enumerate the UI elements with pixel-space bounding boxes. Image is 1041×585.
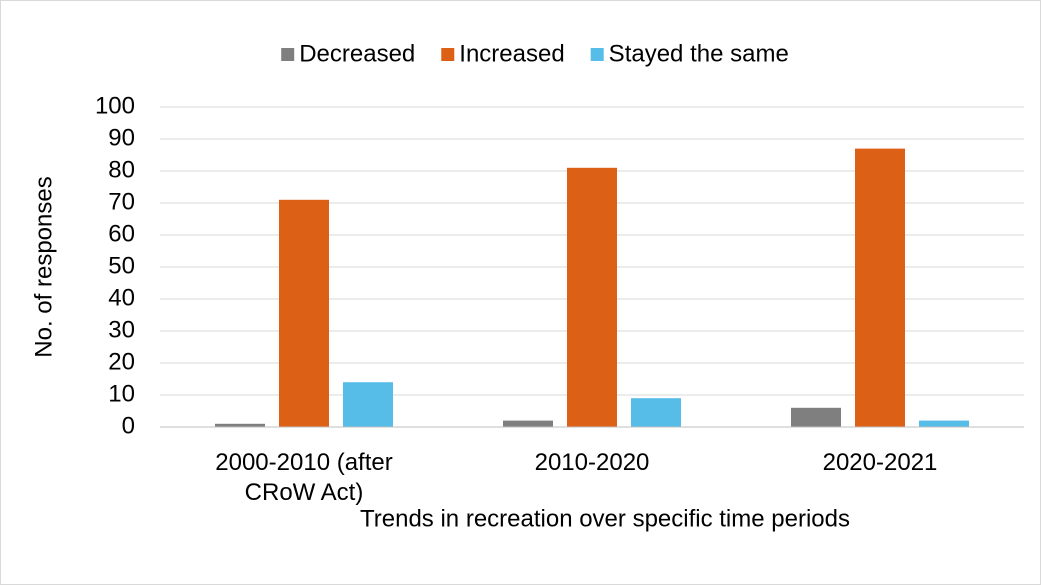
bar [215,423,265,427]
y-tick-label: 80 [108,156,135,183]
x-tick-label-box: 2000-2010 (after CRoW Act) [215,449,393,506]
y-tick-label: 40 [108,284,135,311]
y-tick-label: 100 [95,92,135,119]
x-tick-label-box: 2020-2021 [822,449,938,476]
legend-label: Decreased [299,40,415,67]
bar [855,148,905,427]
y-tick-label: 10 [108,380,135,407]
x-tick-label: 2020-2021 [822,449,938,476]
bar [279,199,329,427]
bar [631,398,681,427]
x-axis-label: Trends in recreation over specific time … [360,505,850,532]
y-axis-label: No. of responses [30,176,57,357]
bar [567,167,617,428]
y-tick-label: 70 [108,188,135,215]
x-tick-label-box: 2010-2020 [534,449,650,476]
y-tick-label: 30 [108,316,135,343]
legend: Decreased Increased Stayed the same [281,40,789,67]
y-tick-label: 20 [108,348,135,375]
legend-swatch [441,48,455,61]
legend-label: Increased [459,40,564,67]
bar [343,382,393,427]
bar [919,420,969,427]
legend-label: Stayed the same [609,40,789,67]
bar [503,420,553,427]
x-tick-label: 2000-2010 (after CRoW Act) [215,449,393,506]
x-tick-label: 2010-2020 [534,449,650,476]
y-tick-label: 60 [108,220,135,247]
bar [791,407,841,427]
legend-swatch [281,48,295,61]
y-tick-label: 90 [108,124,135,151]
y-tick-label: 50 [108,252,135,279]
legend-swatch [590,48,604,61]
y-tick-label: 0 [122,412,135,439]
